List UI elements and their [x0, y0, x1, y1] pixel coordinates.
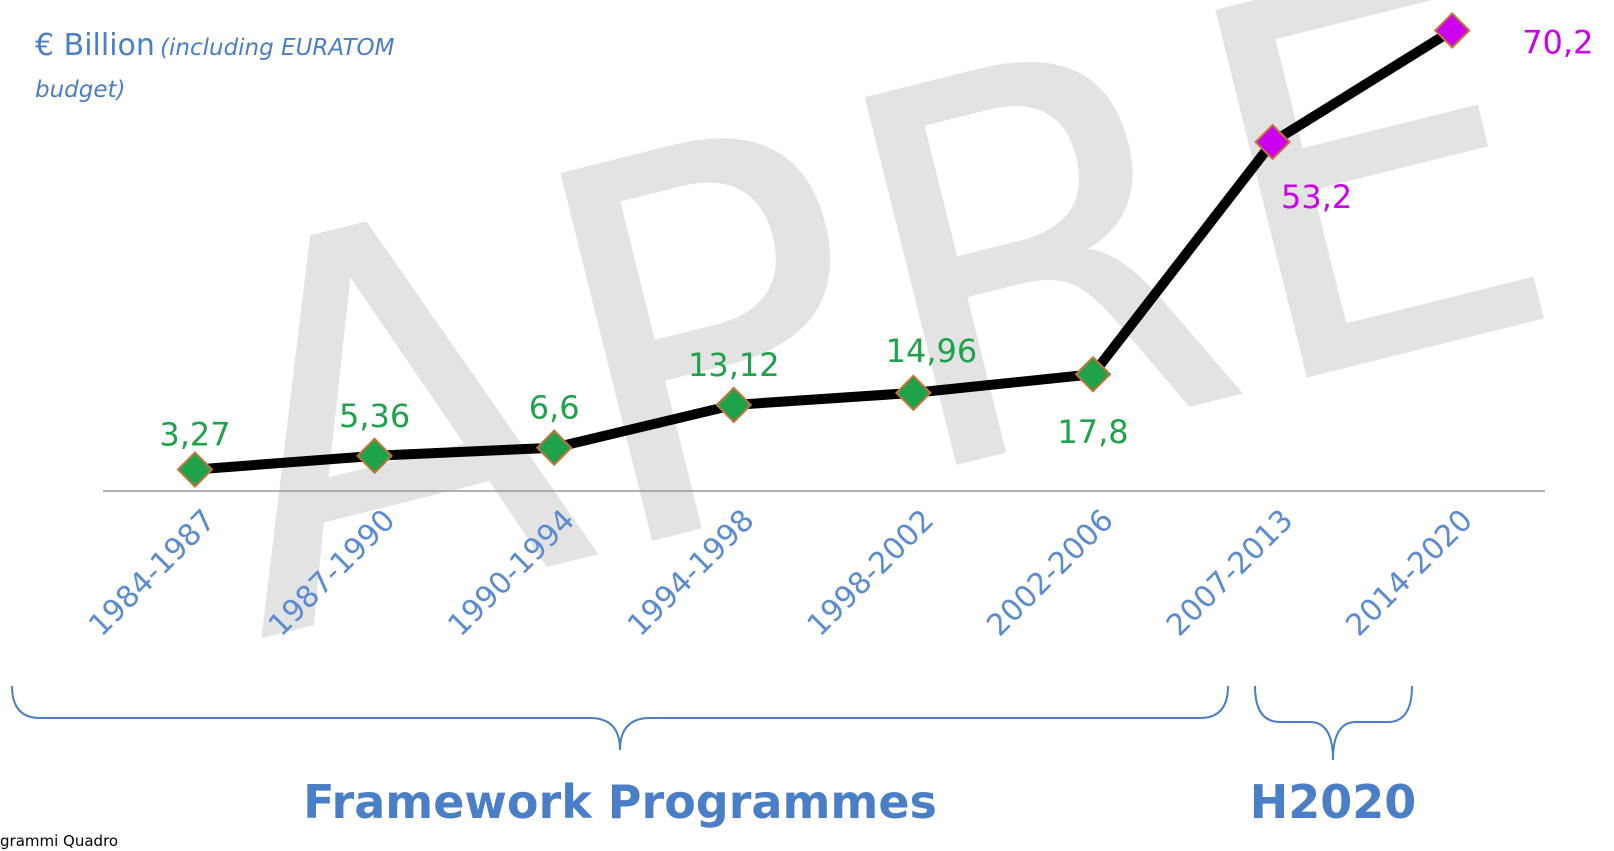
- marker: [1254, 123, 1292, 161]
- watermark: APRE: [141, 0, 1606, 759]
- data-label: 14,96: [886, 332, 978, 370]
- brace: [11, 685, 1229, 751]
- x-tick-label: 1984-1987: [82, 503, 222, 643]
- x-tick-label: 2014-2020: [1339, 503, 1479, 643]
- data-label: 17,8: [1057, 413, 1128, 451]
- line: [194, 26, 1455, 475]
- data-label: 5,36: [339, 397, 410, 435]
- marker: [1433, 12, 1471, 49]
- marker: [535, 429, 573, 467]
- chart-subtitle: (including EURATOM budget): [35, 35, 395, 103]
- chart-title: € Billion: [35, 28, 155, 63]
- brace: [1254, 685, 1413, 761]
- data-label: 70,2: [1522, 23, 1593, 61]
- title-block: € Billion (including EURATOM budget): [35, 26, 415, 112]
- annotation: Framework Programmes: [303, 775, 937, 829]
- marker: [356, 437, 394, 475]
- data-label: 6,6: [529, 389, 580, 427]
- marker: [176, 451, 214, 488]
- marker: [894, 374, 932, 412]
- annotation: H2020: [1250, 775, 1417, 829]
- marker: [715, 386, 753, 424]
- data-label: 53,2: [1281, 178, 1352, 216]
- data-label: 3,27: [159, 416, 230, 454]
- footer: grammi Quadro: [0, 832, 118, 850]
- data-label: 13,12: [688, 346, 780, 384]
- marker: [1074, 355, 1112, 393]
